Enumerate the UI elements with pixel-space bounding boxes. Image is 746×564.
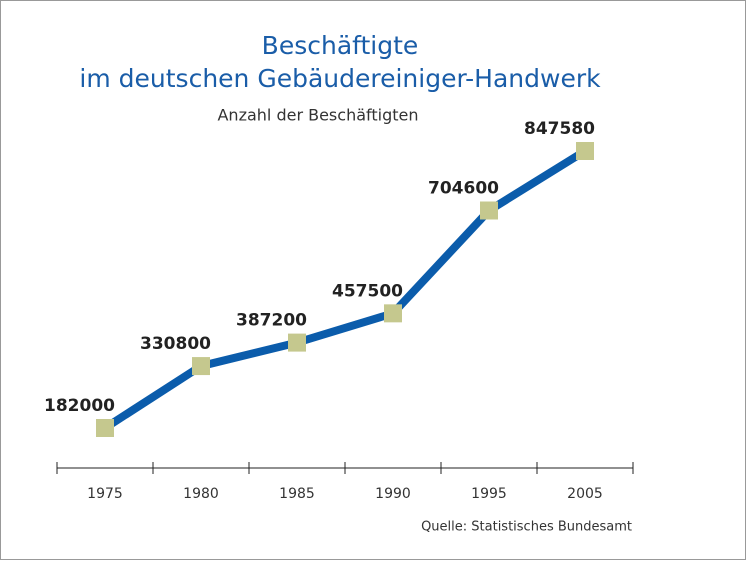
line: [102, 147, 588, 432]
marker: [96, 419, 114, 437]
chart-title: im deutschen Gebäudereiniger-Handwerk: [79, 64, 601, 93]
chart-subtitle: Anzahl der Beschäftigten: [217, 106, 418, 125]
source: Quelle: Statistisches Bundesamt: [421, 520, 632, 535]
data-label: 330800: [140, 334, 211, 354]
marker: [480, 201, 498, 220]
x-tick-label: 1985: [279, 486, 315, 502]
marker: [192, 357, 210, 376]
x-tick-label: 1980: [183, 486, 219, 502]
data-label: 387200: [236, 311, 307, 331]
marker: [288, 333, 306, 352]
x-tick-label: 1995: [471, 486, 507, 502]
marker: [384, 304, 402, 323]
data-label: 457500: [332, 281, 403, 301]
data-label: 847580: [524, 119, 595, 139]
marker: [576, 142, 594, 160]
x-tick-label: 2005: [567, 486, 603, 502]
x-tick-label: 1975: [87, 486, 123, 502]
chart-title: Beschäftigte: [262, 31, 419, 60]
x-tick-label: 1990: [375, 486, 411, 502]
data-label: 704600: [428, 179, 499, 199]
data-label: 182000: [44, 396, 115, 416]
